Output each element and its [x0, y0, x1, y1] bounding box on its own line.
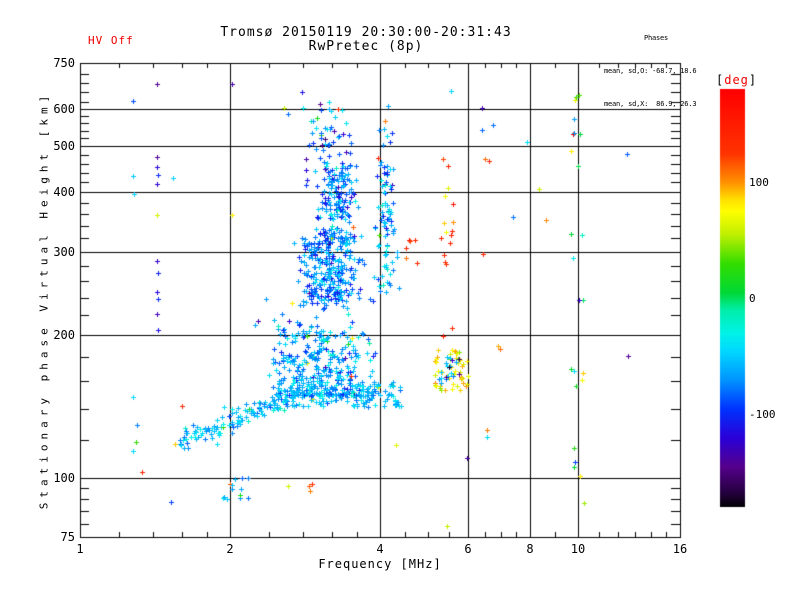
plot-subtitle: RwPretec (8p): [308, 39, 424, 54]
colorbar-tick-label--100: -100: [749, 408, 776, 421]
hv-status-label: HV Off: [88, 34, 134, 47]
y-tick-label-750: 750: [53, 56, 75, 70]
x-tick-label-6: 6: [464, 542, 472, 556]
y-axis-title: Stationary phase Virtual Height [km]: [37, 90, 51, 510]
colorbar-tick-label-0: 0: [749, 292, 756, 305]
phases-summary: Phases mean, sd,O: -68.7, 18.6 mean, sd,…: [604, 11, 708, 132]
phases-o-stats: mean, sd,O: -68.7, 18.6: [604, 67, 697, 75]
colorbar-title-bracket-left: [: [716, 73, 725, 87]
phases-x-stats: mean, sd,X: 86.9, 26.3: [604, 100, 697, 108]
x-tick-label-4: 4: [376, 542, 384, 556]
x-tick-label-16: 16: [672, 542, 688, 556]
x-tick-label-10: 10: [570, 542, 586, 556]
y-tick-label-400: 400: [53, 185, 75, 199]
x-axis-title: Frequency [MHz]: [318, 557, 442, 571]
x-tick-label-8: 8: [526, 542, 534, 556]
y-tick-label-600: 600: [53, 102, 75, 116]
y-tick-label-75: 75: [60, 530, 75, 544]
y-tick-label-100: 100: [53, 471, 75, 485]
plot-title: Tromsø 20150119 20:30:00-20:31:43: [220, 25, 512, 40]
y-tick-label-200: 200: [53, 328, 75, 342]
y-tick-label-500: 500: [53, 139, 75, 153]
colorbar-title: [deg]: [716, 73, 757, 87]
x-tick-label-1: 1: [76, 542, 84, 556]
y-tick-label-300: 300: [53, 245, 75, 259]
x-tick-label-2: 2: [226, 542, 234, 556]
colorbar-tick-label-100: 100: [749, 176, 769, 189]
colorbar-title-bracket-right: ]: [748, 73, 758, 87]
phases-heading: Phases: [643, 34, 669, 42]
colorbar-title-text: deg: [724, 73, 749, 87]
